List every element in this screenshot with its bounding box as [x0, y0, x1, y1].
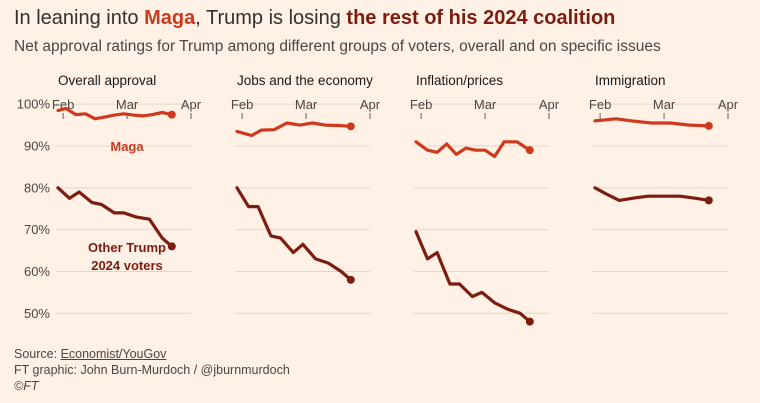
- series-line-maga: [235, 121, 353, 138]
- panel-title: Jobs and the economy: [237, 73, 373, 88]
- y-tick-label: 60%: [24, 264, 50, 279]
- title-mid: , Trump is losing: [195, 7, 347, 29]
- series-end-dot: [704, 121, 713, 130]
- panel-title: Overall approval: [58, 73, 156, 88]
- x-tick-label: Apr: [539, 97, 560, 112]
- series-end-dot: [525, 317, 534, 326]
- x-tick-label: Feb: [589, 97, 611, 112]
- series-line-other: [593, 186, 711, 202]
- y-tick-label: 80%: [24, 180, 50, 195]
- panel-title: Inflation/prices: [416, 73, 503, 88]
- series-end-dot: [167, 242, 176, 251]
- footer: Source: Economist/YouGov FT graphic: Joh…: [14, 346, 290, 394]
- series-line-maga: [593, 117, 711, 128]
- title-rest: the rest of his 2024 coalition: [346, 7, 616, 29]
- series-end-dot: [346, 275, 355, 284]
- series-line-other: [56, 186, 174, 248]
- x-tick-label: Feb: [410, 97, 432, 112]
- series-end-dot: [525, 146, 534, 155]
- source-link[interactable]: Economist/YouGov: [60, 347, 167, 361]
- graphic-credit: FT graphic: John Burn-Murdoch / @jburnmu…: [14, 363, 290, 377]
- y-tick-label: 50%: [24, 306, 50, 321]
- series-line-other: [414, 230, 532, 324]
- series-label: Other Trump: [88, 240, 166, 255]
- series-end-dot: [704, 196, 713, 205]
- x-tick-label: Feb: [231, 97, 253, 112]
- series-line-maga: [56, 106, 174, 121]
- title-pre: In leaning into: [14, 7, 145, 29]
- y-tick-label: 100%: [17, 97, 51, 112]
- small-multiples-chart: 100% 90% 80% 70% 60% 50% Overall approval Feb Ma…: [17, 73, 739, 326]
- series-label: Maga: [110, 139, 144, 154]
- x-tick-label: Mar: [474, 97, 497, 112]
- x-tick-label: Mar: [295, 97, 318, 112]
- x-tick-label: Feb: [52, 97, 74, 112]
- y-tick-label: 90%: [24, 139, 50, 154]
- x-tick-label: Apr: [181, 97, 202, 112]
- series-end-dot: [346, 122, 355, 131]
- x-tick-label: Mar: [653, 97, 676, 112]
- series-line-maga: [414, 140, 532, 159]
- chart-subtitle: Net approval ratings for Trump among dif…: [14, 38, 661, 55]
- x-tick-label: Apr: [718, 97, 739, 112]
- title-maga: Maga: [144, 7, 196, 29]
- source-prefix: Source:: [14, 347, 61, 361]
- source-line: Source: Economist/YouGov: [14, 346, 290, 362]
- series-end-dot: [167, 110, 176, 119]
- x-tick-label: Apr: [360, 97, 381, 112]
- panel-title: Immigration: [595, 73, 666, 88]
- copyright: ©FT: [14, 379, 39, 393]
- series-line-other: [235, 186, 353, 282]
- x-tick-label: Mar: [116, 97, 139, 112]
- chart-title: In leaning into Maga, Trump is losing th…: [14, 6, 615, 30]
- series-label: 2024 voters: [91, 258, 163, 273]
- y-tick-label: 70%: [24, 222, 50, 237]
